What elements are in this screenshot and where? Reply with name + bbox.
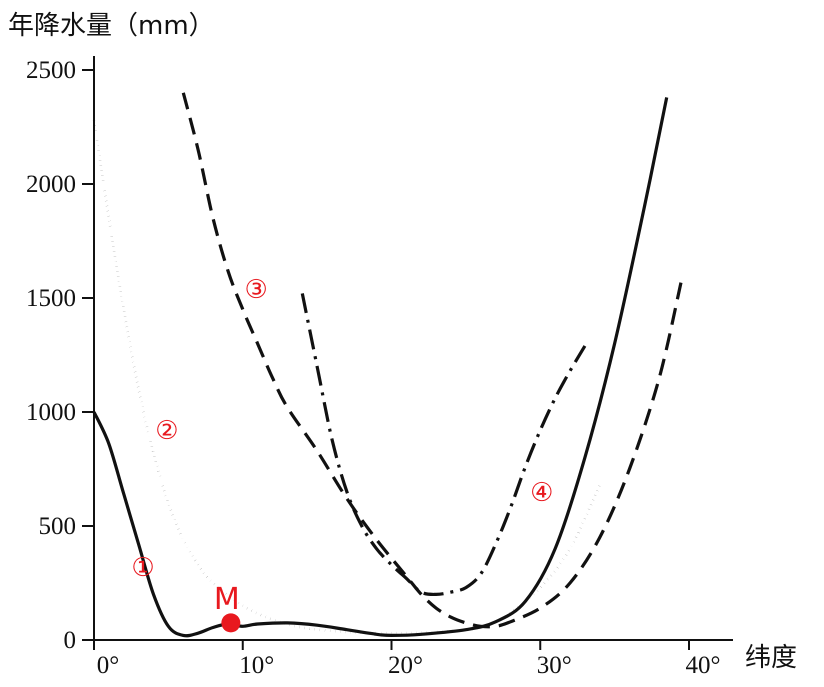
y-tick-label: 500 [39, 513, 77, 540]
y-tick-label: 2000 [26, 171, 76, 198]
x-tick-label: 40° [686, 652, 721, 679]
y-axis-title: 年降水量（mm） [8, 11, 215, 41]
y-tick-label: 2500 [26, 57, 76, 84]
curve-1 [92, 97, 669, 638]
curve-label-3: ③ [244, 275, 267, 305]
x-axis-title: 纬度 [745, 643, 797, 673]
point-m-label: M [214, 582, 240, 617]
y-tick-label: 1500 [26, 285, 76, 312]
x-tick-label: 10° [239, 652, 274, 679]
x-tick-label: 20° [388, 652, 423, 679]
curve-3 [181, 92, 684, 629]
curve-4 [300, 293, 587, 597]
point-m-marker [221, 613, 241, 633]
curves [92, 92, 684, 638]
marked-points: M [214, 582, 241, 633]
curve-labels: ① ② ③ ④ [131, 275, 553, 583]
curve-label-4: ④ [530, 478, 553, 508]
axes [93, 56, 733, 641]
ticks: 0 500 1000 1500 2000 2500 0° 10° 20° 30° 40° [26, 57, 721, 679]
x-tick-label: 0° [97, 652, 120, 679]
curve-label-1: ① [131, 553, 154, 583]
y-tick-label: 0 [64, 627, 77, 654]
x-tick-label: 30° [537, 652, 572, 679]
y-tick-label: 1000 [26, 399, 76, 426]
curve-label-2: ② [155, 416, 178, 446]
curve-2 [92, 120, 601, 635]
